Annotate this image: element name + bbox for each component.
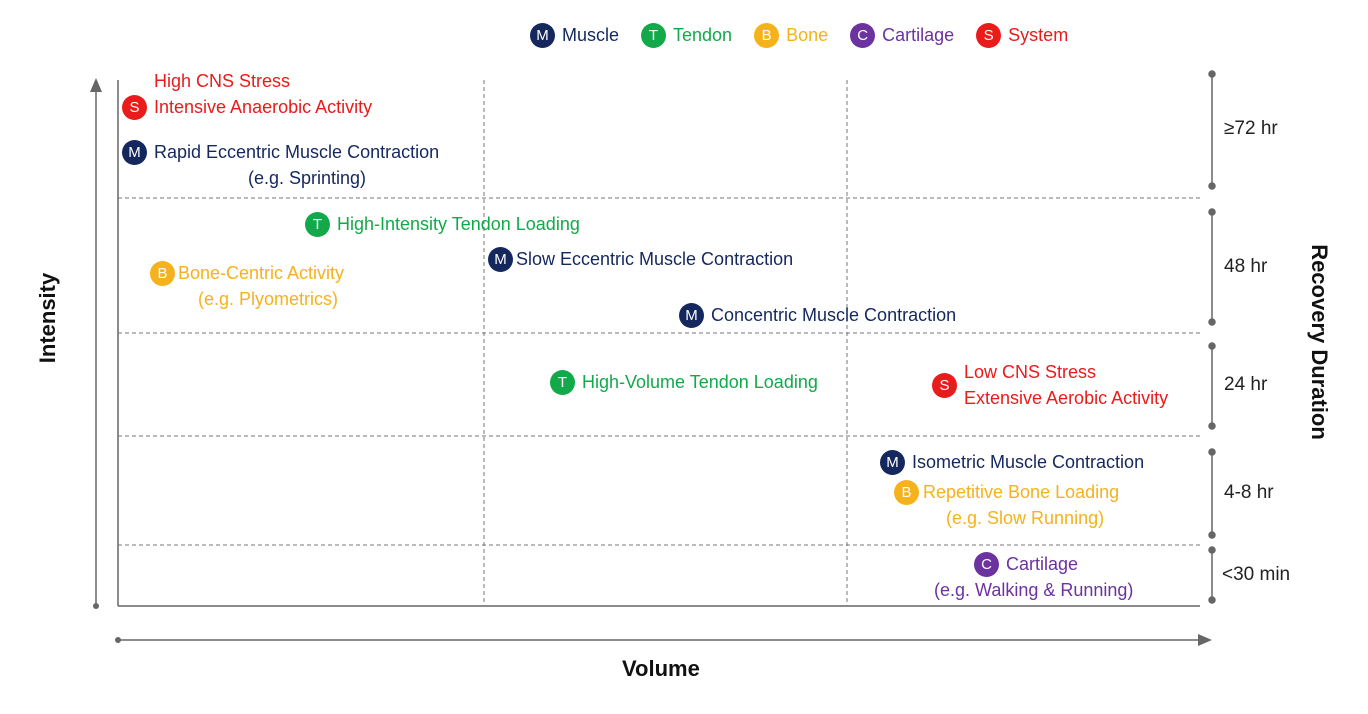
- item-concentric: M Concentric Muscle Contraction: [679, 302, 956, 328]
- item-example: (e.g. Plyometrics): [198, 289, 339, 309]
- item-cartilage: C Cartilage (e.g. Walking & Running): [934, 551, 1133, 603]
- item-line: High CNS Stress: [154, 71, 291, 91]
- bracket-48hr: [1208, 208, 1216, 326]
- legend-system-label: System: [1008, 24, 1069, 45]
- item-example: (e.g. Sprinting): [248, 168, 367, 188]
- system-badge-icon: S: [122, 94, 147, 120]
- item-line: Isometric Muscle Contraction: [912, 452, 1145, 472]
- muscle-badge-icon: M: [530, 22, 555, 48]
- legend-cartilage-label: Cartilage: [882, 24, 955, 45]
- recovery-label-4-8hr: 4-8 hr: [1224, 482, 1274, 503]
- item-line: Bone-Centric Activity: [178, 263, 345, 283]
- item-line: High-Intensity Tendon Loading: [337, 214, 580, 234]
- muscle-badge-icon: M: [122, 139, 147, 165]
- item-high-intensity-tendon: T High-Intensity Tendon Loading: [305, 211, 580, 237]
- item-high-cns-stress: S High CNS Stress Intensive Anaerobic Ac…: [122, 68, 372, 120]
- item-line: Rapid Eccentric Muscle Contraction: [154, 142, 440, 162]
- intensity-axis-arrow: [90, 78, 102, 609]
- item-line: Repetitive Bone Loading: [923, 482, 1120, 502]
- legend-cartilage: C Cartilage: [850, 22, 955, 48]
- system-badge-icon: S: [976, 22, 1002, 48]
- recovery-label-24hr: 24 hr: [1224, 374, 1268, 395]
- muscle-badge-icon: M: [880, 449, 905, 475]
- bone-badge-icon: B: [150, 260, 175, 286]
- item-line: Slow Eccentric Muscle Contraction: [516, 249, 794, 269]
- item-slow-eccentric: M Slow Eccentric Muscle Contraction: [488, 246, 793, 272]
- horizontal-grid: [118, 197, 1200, 546]
- vertical-grid: [483, 80, 848, 606]
- muscle-badge-icon: M: [488, 246, 513, 272]
- recovery-brackets: [1208, 70, 1216, 604]
- item-line: Cartilage: [1006, 554, 1079, 574]
- bracket-4-8hr: [1208, 448, 1216, 539]
- bone-badge-icon: B: [894, 479, 919, 505]
- legend-bone: B Bone: [754, 22, 829, 48]
- recovery-label-30min: <30 min: [1222, 564, 1291, 585]
- bracket-24hr: [1208, 342, 1216, 430]
- item-high-volume-tendon: T High-Volume Tendon Loading: [550, 369, 818, 395]
- tendon-badge-icon: T: [550, 369, 575, 395]
- cartilage-badge-icon: C: [850, 22, 876, 48]
- item-example: (e.g. Slow Running): [946, 508, 1105, 528]
- item-low-cns-stress: S Low CNS Stress Extensive Aerobic Activ…: [932, 359, 1168, 411]
- bracket-30min: [1208, 546, 1216, 604]
- item-line: Extensive Aerobic Activity: [964, 388, 1169, 408]
- recovery-axis-title: Recovery Duration: [1307, 244, 1332, 440]
- legend-tendon: T Tendon: [641, 22, 733, 48]
- item-line: Concentric Muscle Contraction: [711, 305, 957, 325]
- muscle-badge-icon: M: [679, 302, 704, 328]
- item-line: High-Volume Tendon Loading: [582, 372, 818, 392]
- bracket-72hr: [1208, 70, 1216, 190]
- recovery-label-48hr: 48 hr: [1224, 256, 1268, 277]
- legend-tendon-label: Tendon: [673, 24, 733, 45]
- item-repetitive-bone: B Repetitive Bone Loading (e.g. Slow Run…: [894, 479, 1119, 531]
- x-axis-title: Volume: [622, 656, 700, 681]
- cartilage-badge-icon: C: [974, 551, 999, 577]
- y-axis-title: Intensity: [35, 272, 60, 364]
- legend-muscle-label: Muscle: [562, 24, 620, 45]
- item-isometric: M Isometric Muscle Contraction: [880, 449, 1144, 475]
- item-rapid-eccentric: M Rapid Eccentric Muscle Contraction (e.…: [122, 139, 439, 191]
- system-badge-icon: S: [932, 372, 957, 398]
- item-bone-centric: B Bone-Centric Activity (e.g. Plyometric…: [150, 260, 344, 312]
- legend-bone-label: Bone: [786, 24, 829, 45]
- item-example: (e.g. Walking & Running): [934, 580, 1134, 600]
- bone-badge-icon: B: [754, 22, 780, 48]
- legend-muscle: M Muscle: [530, 22, 620, 48]
- tendon-badge-icon: T: [641, 22, 667, 48]
- item-line: Low CNS Stress: [964, 362, 1097, 382]
- item-line: Intensive Anaerobic Activity: [154, 97, 373, 117]
- legend-system: S System: [976, 22, 1069, 48]
- tendon-badge-icon: T: [305, 211, 330, 237]
- volume-axis-arrow: [115, 634, 1212, 646]
- recovery-label-72hr: ≥72 hr: [1224, 118, 1278, 139]
- legend: M Muscle T Tendon B Bone C Cartilage S S…: [530, 22, 1068, 48]
